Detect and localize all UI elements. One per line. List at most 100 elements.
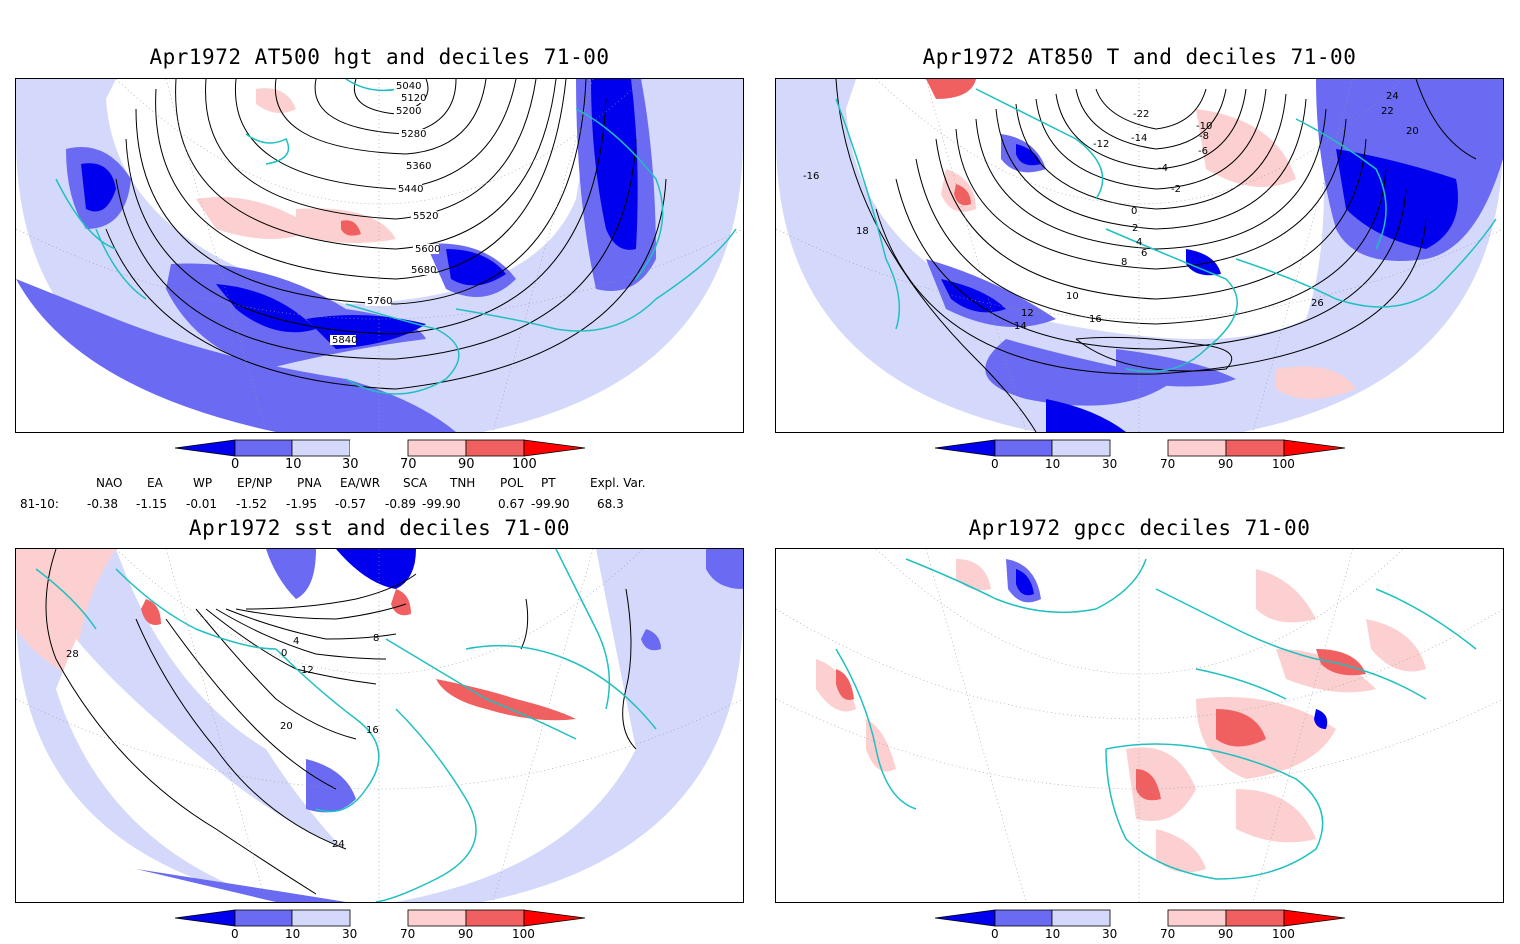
contour-label: 0 bbox=[281, 648, 287, 659]
contour-label: 4 bbox=[293, 636, 299, 647]
contour-label: 16 bbox=[366, 725, 379, 736]
colorbar-tick: 10 bbox=[1045, 927, 1060, 940]
panel-title-gpcc: Apr1972 gpcc deciles 71-00 bbox=[968, 516, 1311, 540]
contour-label: -2 bbox=[1171, 184, 1181, 195]
contour-label: -16 bbox=[803, 171, 819, 182]
colorbar-tick: 100 bbox=[1272, 927, 1295, 940]
index-row-label: 81-10: bbox=[20, 497, 59, 511]
colorbar-hgt500: 0 10 30 70 90 100 bbox=[174, 438, 595, 476]
index-value: -99.90 bbox=[422, 497, 461, 511]
index-header: SCA bbox=[403, 476, 428, 490]
contour-label: 5680 bbox=[411, 265, 436, 276]
contour-label: 16 bbox=[1089, 314, 1102, 325]
index-value: 0.67 bbox=[498, 497, 525, 511]
colorbar-tick: 10 bbox=[285, 927, 300, 940]
contour-label: 6 bbox=[1141, 248, 1147, 259]
colorbar-svg: 0 10 30 70 90 100 bbox=[174, 909, 586, 941]
contour-label: 5600 bbox=[415, 244, 440, 255]
index-value: -0.89 bbox=[385, 497, 417, 511]
index-value: -99.90 bbox=[531, 497, 570, 511]
contour-label: -22 bbox=[1133, 109, 1149, 120]
colorbar-tick: 0 bbox=[231, 927, 239, 940]
contour-label: 5840 bbox=[332, 335, 357, 346]
index-value: -0.01 bbox=[186, 497, 218, 511]
contour-label: 22 bbox=[1381, 106, 1394, 117]
colorbar-tick: 70 bbox=[1160, 457, 1175, 471]
contour-label: -12 bbox=[1093, 139, 1109, 150]
contour-label: 5760 bbox=[367, 296, 392, 307]
contour-label: 28 bbox=[66, 649, 79, 660]
colorbar-tick: 90 bbox=[458, 457, 475, 472]
index-value: -0.38 bbox=[87, 497, 119, 511]
index-value: -1.52 bbox=[236, 497, 268, 511]
colorbar-svg: 0 10 30 70 90 100 bbox=[934, 439, 1346, 471]
contour-label: -8 bbox=[1199, 131, 1209, 142]
contour-label: 20 bbox=[1406, 126, 1419, 137]
colorbar-tick: 10 bbox=[1045, 457, 1060, 471]
contour-label: 8 bbox=[1121, 257, 1127, 268]
contour-label: 8 bbox=[373, 633, 379, 644]
panel-title-t850: Apr1972 AT850 T and deciles 71-00 bbox=[922, 45, 1357, 69]
index-header: POL bbox=[500, 476, 524, 490]
contour-label: -10 bbox=[1196, 121, 1212, 132]
contour-label: 4 bbox=[1136, 237, 1142, 248]
contour-label: 5280 bbox=[401, 129, 426, 140]
colorbar-gpcc: 0 10 30 70 90 100 bbox=[934, 908, 1355, 944]
colorbar-tick: 70 bbox=[1160, 927, 1175, 940]
index-header: TNH bbox=[450, 476, 476, 490]
panel-title-sst: Apr1972 sst and deciles 71-00 bbox=[188, 516, 571, 540]
contour-label: 5120 bbox=[401, 93, 426, 104]
colorbar-tick: 30 bbox=[1102, 457, 1117, 471]
contour-label: 26 bbox=[1311, 298, 1324, 309]
index-header: NAO bbox=[96, 476, 123, 490]
colorbar-tick: 30 bbox=[342, 927, 357, 940]
index-header: EA/WR bbox=[340, 476, 381, 490]
panel-title-hgt500: Apr1972 AT500 hgt and deciles 71-00 bbox=[149, 45, 610, 69]
index-header: PNA bbox=[297, 476, 322, 490]
contour-label: 5440 bbox=[398, 184, 423, 195]
index-header: EA bbox=[147, 476, 163, 490]
contour-label: 0 bbox=[1131, 206, 1137, 217]
colorbar-tick: 90 bbox=[1218, 927, 1233, 940]
map-panel-t850: -22 -16 -14 -12 -10 -8 -6 -4 -2 0 2 4 6 … bbox=[775, 78, 1504, 433]
contour-label: 5200 bbox=[396, 106, 421, 117]
colorbar-tick: 0 bbox=[991, 457, 999, 471]
contour-lines bbox=[105, 79, 667, 390]
contour-label: 5040 bbox=[396, 81, 421, 92]
contour-label: 14 bbox=[1014, 321, 1027, 332]
contour-label: -14 bbox=[1131, 133, 1147, 144]
contour-label: 12 bbox=[1021, 308, 1034, 319]
contour-label: 24 bbox=[332, 839, 345, 850]
index-value: -1.15 bbox=[136, 497, 168, 511]
index-header: PT bbox=[541, 476, 556, 490]
contour-label: 18 bbox=[856, 226, 869, 237]
colorbar-tick: 0 bbox=[231, 457, 239, 472]
colorbar-svg: 0 10 30 70 90 100 bbox=[934, 909, 1346, 941]
contour-label: -4 bbox=[1158, 163, 1168, 174]
colorbar-tick: 30 bbox=[1102, 927, 1117, 940]
contour-label: 24 bbox=[1386, 91, 1399, 102]
contour-label: -6 bbox=[1198, 146, 1208, 157]
contour-label: 12 bbox=[301, 665, 314, 676]
colorbar-tick: 100 bbox=[512, 927, 535, 940]
index-value: 68.3 bbox=[597, 497, 624, 511]
colorbar-tick: 70 bbox=[400, 927, 415, 940]
colorbar-t850: 0 10 30 70 90 100 bbox=[934, 438, 1355, 476]
coastlines bbox=[55, 79, 737, 395]
colorbar-sst: 0 10 30 70 90 100 bbox=[174, 908, 595, 944]
map-panel-hgt500: 5040 5120 5200 5280 5360 5440 5520 5600 … bbox=[15, 78, 744, 433]
contour-label: 5520 bbox=[413, 211, 438, 222]
contour-label: 10 bbox=[1066, 291, 1079, 302]
colorbar-tick: 0 bbox=[991, 927, 999, 940]
colorbar-tick: 90 bbox=[458, 927, 473, 940]
index-value: -1.95 bbox=[286, 497, 318, 511]
map-panel-gpcc bbox=[775, 548, 1504, 903]
colorbar-tick: 10 bbox=[285, 457, 302, 472]
contour-label: 20 bbox=[280, 721, 293, 732]
index-header: Expl. Var. bbox=[590, 476, 646, 490]
colorbar-tick: 90 bbox=[1218, 457, 1233, 471]
index-header: EP/NP bbox=[237, 476, 273, 490]
contour-label: 2 bbox=[1132, 223, 1138, 234]
index-header: WP bbox=[193, 476, 213, 490]
contour-label: 5360 bbox=[406, 161, 431, 172]
